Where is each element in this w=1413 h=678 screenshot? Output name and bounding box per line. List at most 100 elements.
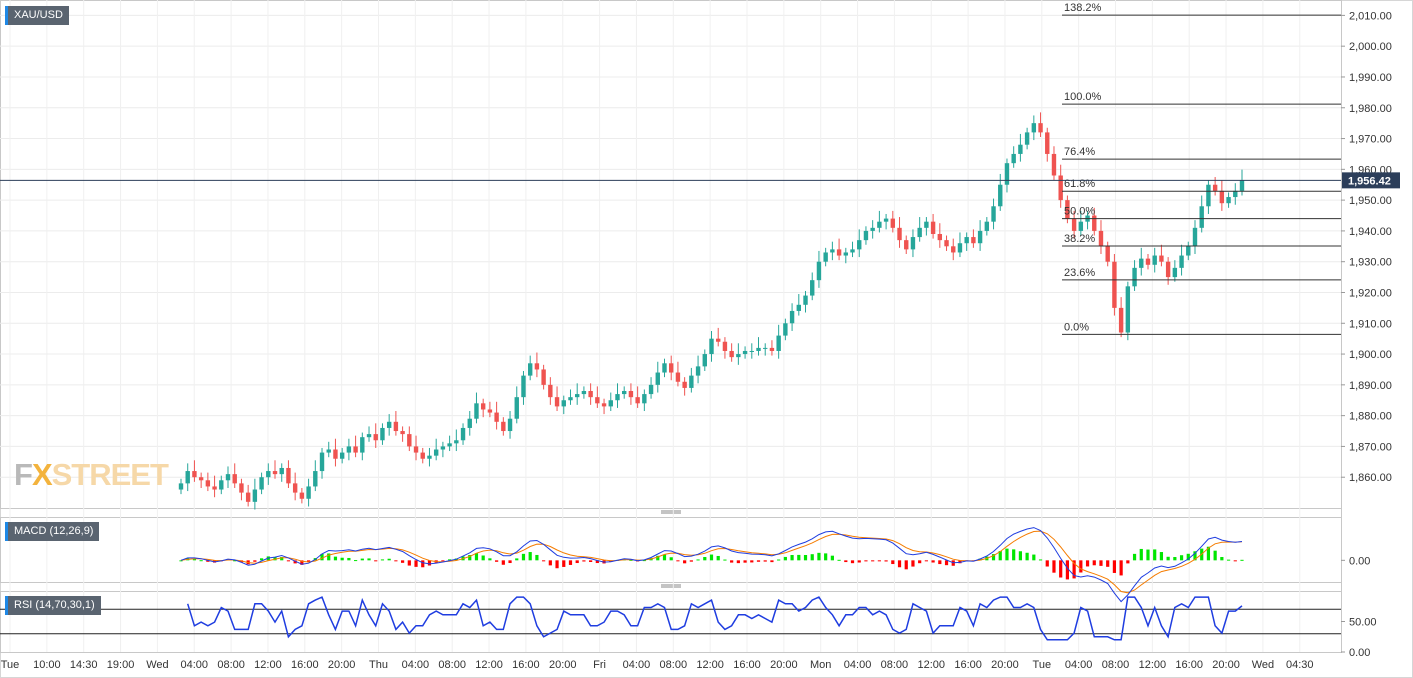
macd-histogram-bar: [427, 560, 432, 566]
candle-body: [232, 474, 237, 484]
macd-histogram-bar: [844, 560, 848, 563]
candle-body: [930, 221, 936, 234]
time-axis-label: Thu: [369, 659, 388, 671]
candle-body: [286, 467, 291, 484]
candle-body: [1125, 286, 1131, 333]
macd-histogram-bar: [394, 560, 398, 562]
macd-histogram-bar: [1092, 560, 1096, 566]
candle-body: [514, 397, 519, 419]
macd-histogram-bar: [1139, 548, 1143, 561]
macd-histogram-bar: [730, 560, 734, 563]
candle-body: [386, 421, 392, 428]
time-axis-label: 19:00: [107, 659, 135, 671]
candle-body: [1011, 153, 1016, 164]
candle-body: [944, 240, 949, 247]
macd-histogram-bar: [286, 560, 291, 562]
candle-body: [709, 338, 714, 355]
time-axis-label: 08:00: [1102, 659, 1130, 671]
rsi-label: RSI (14,70,30,1): [5, 596, 101, 615]
time-axis-label: 20:00: [328, 659, 356, 671]
macd-histogram-bar: [723, 559, 727, 561]
candle-body: [219, 480, 224, 490]
candle-body: [669, 363, 674, 373]
macd-histogram-bar: [911, 560, 915, 567]
macd-histogram-bar: [488, 558, 492, 561]
candle-body: [675, 372, 681, 382]
candle-body: [1226, 197, 1231, 204]
macd-histogram-bar: [575, 560, 579, 564]
macd-histogram-bar: [716, 555, 720, 561]
macd-histogram-bar: [562, 560, 566, 567]
candle-body: [964, 237, 969, 244]
macd-histogram-bar: [1012, 549, 1016, 561]
macd-histogram-bar: [280, 557, 284, 561]
fib-level-label: 100.0%: [1064, 91, 1102, 103]
macd-histogram-bar: [830, 555, 834, 561]
candle-body: [252, 489, 258, 502]
candle-body: [642, 394, 647, 404]
candle-body: [299, 492, 305, 499]
candle-body: [313, 471, 318, 487]
time-axis-label: 12:00: [917, 659, 945, 671]
candle-body: [574, 394, 580, 398]
candle-body: [1186, 246, 1191, 256]
macd-histogram-bar: [709, 554, 714, 561]
macd-histogram-bar: [259, 558, 264, 561]
macd-histogram-bar: [535, 554, 539, 561]
macd-histogram-bar: [481, 555, 485, 561]
macd-histogram-bar: [1025, 552, 1029, 561]
candle-body: [1219, 190, 1225, 204]
candle-body: [957, 243, 963, 253]
candle-body: [702, 354, 707, 367]
macd-axis-label: 0.00: [1349, 555, 1370, 567]
macd-histogram-bar: [1173, 557, 1177, 561]
candle-body: [1098, 230, 1104, 247]
candle-body: [1018, 144, 1023, 154]
candle-body: [413, 446, 419, 453]
candle-body: [326, 449, 331, 453]
candle-body: [796, 304, 801, 311]
candle-body: [1092, 215, 1097, 231]
macd-histogram-bar: [353, 560, 358, 562]
candle-body: [776, 335, 781, 351]
macd-histogram-bar: [656, 555, 660, 561]
candle-body: [1159, 255, 1164, 262]
candle-body: [1004, 163, 1010, 185]
candle-body: [474, 403, 479, 419]
macd-histogram-bar: [1045, 560, 1049, 567]
macd-histogram-bar: [468, 555, 472, 561]
candle-body: [333, 449, 338, 459]
time-axis-label: 04:00: [623, 659, 651, 671]
candle-body: [1118, 307, 1124, 333]
macd-histogram-bar: [884, 560, 888, 562]
candle-body: [1239, 180, 1245, 191]
macd-histogram-bar: [629, 559, 633, 561]
macd-histogram-bar: [676, 560, 680, 562]
candle-body: [1065, 200, 1070, 219]
time-axis-label: 04:30: [1286, 659, 1314, 671]
candle-body: [366, 434, 372, 438]
candle-body: [259, 477, 264, 490]
candle-body: [393, 421, 399, 432]
macd-histogram-bar: [293, 560, 297, 564]
rsi-axis-label: 50.00: [1349, 617, 1377, 629]
time-axis-label: 16:00: [291, 659, 319, 671]
time-axis-label: 12:00: [696, 659, 724, 671]
candle-body: [534, 363, 540, 370]
macd-histogram-bar: [790, 555, 794, 561]
candle-body: [407, 434, 412, 447]
time-axis-label: 20:00: [549, 659, 577, 671]
macd-histogram-bar: [1018, 551, 1022, 561]
macd-histogram-bar: [743, 560, 747, 563]
time-axis-label: 08:00: [438, 659, 466, 671]
time-axis-label: 12:00: [254, 659, 282, 671]
candle-body: [212, 486, 217, 490]
macd-histogram-bar: [1233, 560, 1237, 562]
fib-level-label: 0.0%: [1064, 321, 1089, 333]
macd-histogram-bar: [1240, 559, 1244, 561]
current-price-tag: [1342, 172, 1400, 189]
candle-body: [917, 227, 922, 238]
candle-body: [736, 354, 741, 358]
candle-body: [756, 347, 761, 351]
